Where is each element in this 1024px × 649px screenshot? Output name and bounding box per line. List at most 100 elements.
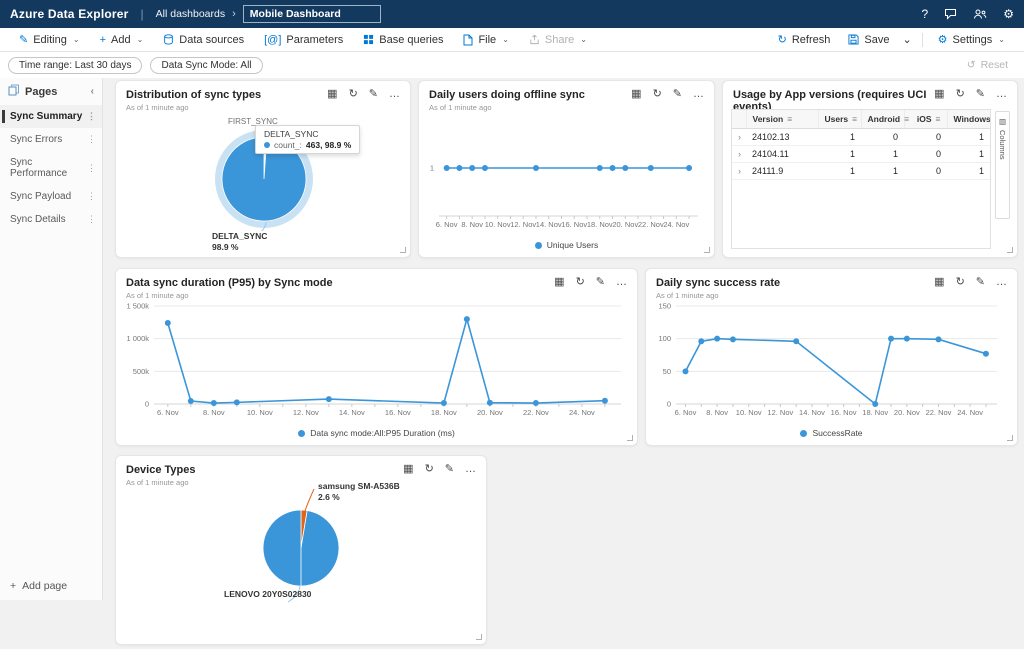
resize-handle[interactable] [400, 247, 406, 253]
divider [921, 32, 923, 47]
plus-icon: + [10, 580, 17, 592]
parameters-button[interactable]: [@] Parameters [264, 33, 344, 46]
tile-title: Distribution of sync types [126, 89, 262, 101]
tile-data-sync-duration: Data sync duration (P95) by Sync mode As… [115, 268, 638, 446]
more-icon[interactable]: … [616, 276, 627, 288]
dashboard-name-input[interactable] [242, 5, 381, 23]
editing-menu-button[interactable]: ✎ Editing ⌄ [19, 33, 80, 47]
refresh-icon: ↻ [777, 34, 787, 46]
columns-panel-tab[interactable]: ▥ Columns [995, 111, 1010, 219]
item-menu-icon[interactable]: ⋮ [87, 134, 96, 144]
collapse-sidebar-icon[interactable]: ‹ [90, 86, 94, 97]
svg-text:24. Nov: 24. Nov [569, 408, 595, 417]
item-menu-icon[interactable]: ⋮ [87, 191, 96, 201]
svg-text:14. Nov: 14. Nov [536, 220, 562, 229]
resize-handle[interactable] [1007, 435, 1013, 441]
settings-menu-button[interactable]: ⚙ Settings ⌄ [937, 33, 1005, 47]
table-view-icon[interactable]: ▦ [327, 88, 338, 100]
table-view-icon[interactable]: ▦ [934, 276, 945, 288]
app-title: Azure Data Explorer [10, 7, 129, 21]
table-view-icon[interactable]: ▦ [554, 276, 565, 288]
item-menu-icon[interactable]: ⋮ [87, 111, 96, 121]
pencil-icon: ✎ [19, 34, 29, 46]
chart-legend: Unique Users [419, 240, 714, 250]
sidebar-item-sync-summary[interactable]: Sync Summary ⋮ [0, 105, 102, 128]
data-sync-mode-filter[interactable]: Data Sync Mode: All [150, 56, 263, 74]
sidebar-item-sync-performance[interactable]: Sync Performance ⋮ [10, 157, 96, 179]
file-menu-button[interactable]: File ⌄ [454, 32, 517, 48]
refresh-button[interactable]: ↻ Refresh [777, 33, 831, 47]
table-view-icon[interactable]: ▦ [631, 88, 642, 100]
chart-tooltip: DELTA_SYNC count_: 463, 98.9 % [255, 125, 361, 154]
tile-usage-by-app-versions: Usage by App versions (requires UCI even… [722, 80, 1018, 258]
edit-icon[interactable]: ✎ [975, 276, 985, 288]
top-app-bar: Azure Data Explorer | All dashboards › ?… [0, 0, 1024, 28]
resize-handle[interactable] [627, 435, 633, 441]
save-icon [848, 34, 859, 45]
resize-handle[interactable] [704, 247, 710, 253]
legend-dot [298, 429, 306, 437]
settings-gear-icon[interactable]: ⚙ [1003, 7, 1014, 21]
svg-text:22. Nov: 22. Nov [523, 408, 549, 417]
edit-icon[interactable]: ✎ [444, 463, 454, 475]
more-icon[interactable]: … [389, 88, 400, 100]
tile-title: Daily users doing offline sync [429, 89, 585, 101]
table-view-icon[interactable]: ▦ [934, 88, 945, 100]
refresh-icon[interactable]: ↻ [955, 276, 965, 288]
svg-text:50: 50 [663, 367, 671, 376]
refresh-icon[interactable]: ↻ [652, 88, 662, 100]
table-view-icon[interactable]: ▦ [403, 463, 414, 475]
pie-label-samsung: samsung SM-A536B 2.6 % [318, 481, 400, 502]
feedback-icon[interactable] [944, 8, 957, 20]
help-icon[interactable]: ? [921, 7, 929, 21]
svg-text:8. Nov: 8. Nov [706, 408, 728, 417]
add-page-button[interactable]: + Add page [10, 580, 68, 592]
pie-label-first-sync: FIRST_SYNC [228, 117, 278, 126]
breadcrumb-all-dashboards[interactable]: All dashboards [155, 8, 226, 20]
grid-icon [363, 34, 374, 45]
base-queries-button[interactable]: Base queries [354, 32, 452, 48]
tile-title: Data sync duration (P95) by Sync mode [126, 277, 333, 289]
more-icon[interactable]: … [996, 88, 1007, 100]
reset-filters-button[interactable]: ↺ Reset [966, 59, 1008, 71]
more-icon[interactable]: … [465, 463, 476, 475]
refresh-icon[interactable]: ↻ [424, 463, 434, 475]
save-split-chevron[interactable]: ⌄ [902, 34, 912, 46]
svg-text:18. Nov: 18. Nov [431, 408, 457, 417]
sidebar-item-sync-payload[interactable]: Sync Payload ⋮ [10, 191, 96, 202]
table-row[interactable]: › 24104.11 1 1 0 1 [732, 145, 990, 163]
resize-handle[interactable] [1007, 247, 1013, 253]
svg-text:6. Nov: 6. Nov [675, 408, 697, 417]
file-icon [463, 34, 473, 46]
time-range-filter[interactable]: Time range: Last 30 days [8, 56, 143, 74]
people-icon[interactable] [973, 8, 987, 20]
table-row[interactable]: › 24102.13 1 0 0 1 [732, 128, 990, 146]
edit-icon[interactable]: ✎ [368, 88, 378, 100]
item-menu-icon[interactable]: ⋮ [87, 214, 96, 224]
refresh-icon[interactable]: ↻ [955, 88, 965, 100]
dashboard-canvas: Distribution of sync types As of 1 minut… [103, 78, 1024, 645]
data-sources-button[interactable]: Data sources [154, 32, 253, 48]
edit-icon[interactable]: ✎ [672, 88, 682, 100]
svg-text:10. Nov: 10. Nov [247, 408, 273, 417]
columns-icon: ▥ [998, 117, 1007, 126]
edit-icon[interactable]: ✎ [975, 88, 985, 100]
sidebar-item-sync-details[interactable]: Sync Details ⋮ [10, 214, 96, 225]
edit-icon[interactable]: ✎ [595, 276, 605, 288]
share-menu-button[interactable]: Share ⌄ [520, 32, 596, 48]
dashboard-toolbar: ✎ Editing ⌄ + Add ⌄ Data sources [@] Par… [0, 28, 1024, 52]
item-menu-icon[interactable]: ⋮ [87, 162, 96, 173]
more-icon[interactable]: … [996, 276, 1007, 288]
chevron-down-icon: ⌄ [136, 35, 144, 44]
add-menu-button[interactable]: + Add ⌄ [99, 33, 144, 46]
svg-text:24. Nov: 24. Nov [957, 408, 983, 417]
svg-text:10. Nov: 10. Nov [736, 408, 762, 417]
app-versions-table[interactable]: Version≡Users≡Android≡iOS≡Windows≡›24102… [731, 109, 991, 249]
save-button[interactable]: Save [839, 32, 898, 48]
refresh-icon[interactable]: ↻ [348, 88, 358, 100]
sidebar-item-sync-errors[interactable]: Sync Errors ⋮ [10, 134, 96, 145]
refresh-icon[interactable]: ↻ [575, 276, 585, 288]
resize-handle[interactable] [476, 634, 482, 640]
table-row[interactable]: › 24111.9 1 1 0 1 [732, 162, 990, 180]
more-icon[interactable]: … [693, 88, 704, 100]
